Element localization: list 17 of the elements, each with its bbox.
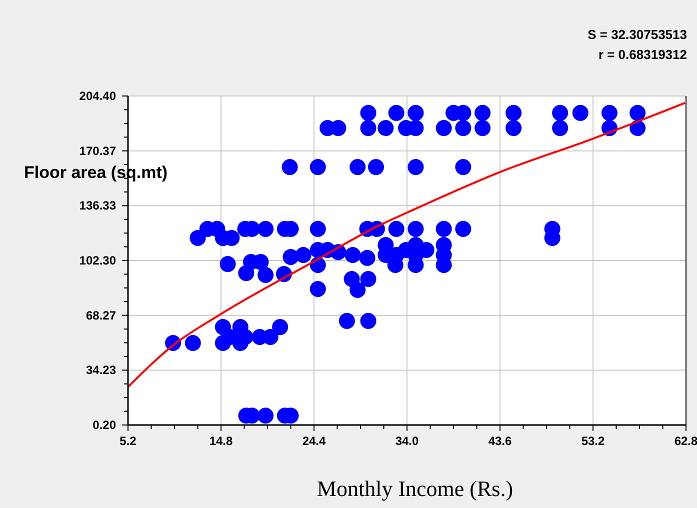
x-tick-label: 14.8 bbox=[209, 434, 233, 448]
x-tick-label: 24.4 bbox=[302, 434, 326, 448]
text: r = 0.68319312 bbox=[598, 47, 687, 62]
y-tick-label: 170.37 bbox=[79, 144, 116, 158]
y-tick-label: 68.27 bbox=[86, 308, 116, 322]
x-tick-label: 5.2 bbox=[120, 434, 137, 448]
x-tick-label: 43.6 bbox=[488, 434, 512, 448]
text: S = 32.30753513 bbox=[588, 27, 687, 42]
x-tick-label: 34.0 bbox=[395, 434, 419, 448]
x-axis-title: Monthly Income (Rs.) bbox=[316, 476, 514, 501]
y-tick-label: 0.20 bbox=[92, 418, 116, 432]
y-tick-label: 102.30 bbox=[79, 254, 116, 268]
x-tick-label: 62.8 bbox=[674, 434, 697, 448]
x-tick-label: 53.2 bbox=[581, 434, 605, 448]
y-tick-label: 136.33 bbox=[79, 198, 116, 213]
y-tick-label: 34.23 bbox=[86, 363, 116, 378]
y-tick-label: 204.40 bbox=[79, 89, 116, 103]
